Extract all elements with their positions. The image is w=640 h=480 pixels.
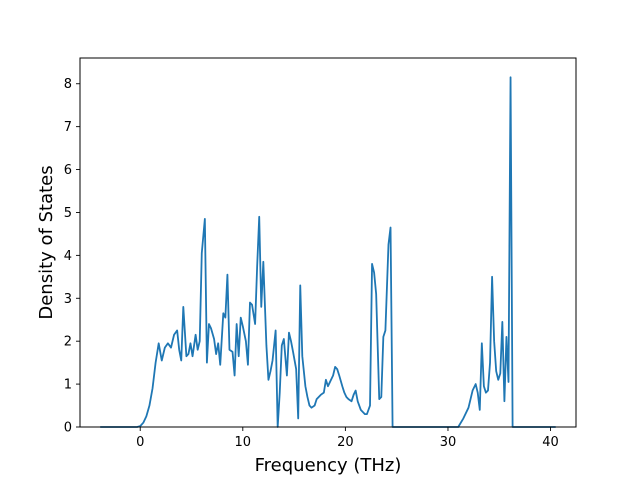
y-tick-label: 6	[64, 163, 72, 178]
x-tick-label: 0	[136, 435, 144, 450]
y-tick-label: 8	[64, 77, 72, 92]
y-tick-label: 4	[64, 249, 72, 264]
y-tick-label: 2	[64, 335, 72, 350]
axes-frame	[79, 57, 577, 428]
y-tick-label: 3	[64, 292, 72, 307]
y-tick-label: 7	[64, 120, 72, 135]
y-tick-label: 0	[64, 421, 72, 436]
x-tick-label: 40	[542, 435, 559, 450]
y-tick-label: 1	[64, 378, 72, 393]
x-tick-label: 10	[235, 435, 252, 450]
x-axis-label: Frequency (THz)	[255, 455, 402, 476]
y-axis-label: Density of States	[36, 165, 57, 319]
x-axis: 0 10 20 30 40	[136, 427, 559, 450]
y-axis: 0 1 2 3 4 5 6 7 8	[64, 77, 80, 436]
dos-series-line	[100, 76, 556, 428]
y-tick-label: 5	[64, 206, 72, 221]
x-tick-label: 30	[440, 435, 457, 450]
plot-area	[100, 76, 556, 428]
x-tick-label: 20	[337, 435, 354, 450]
